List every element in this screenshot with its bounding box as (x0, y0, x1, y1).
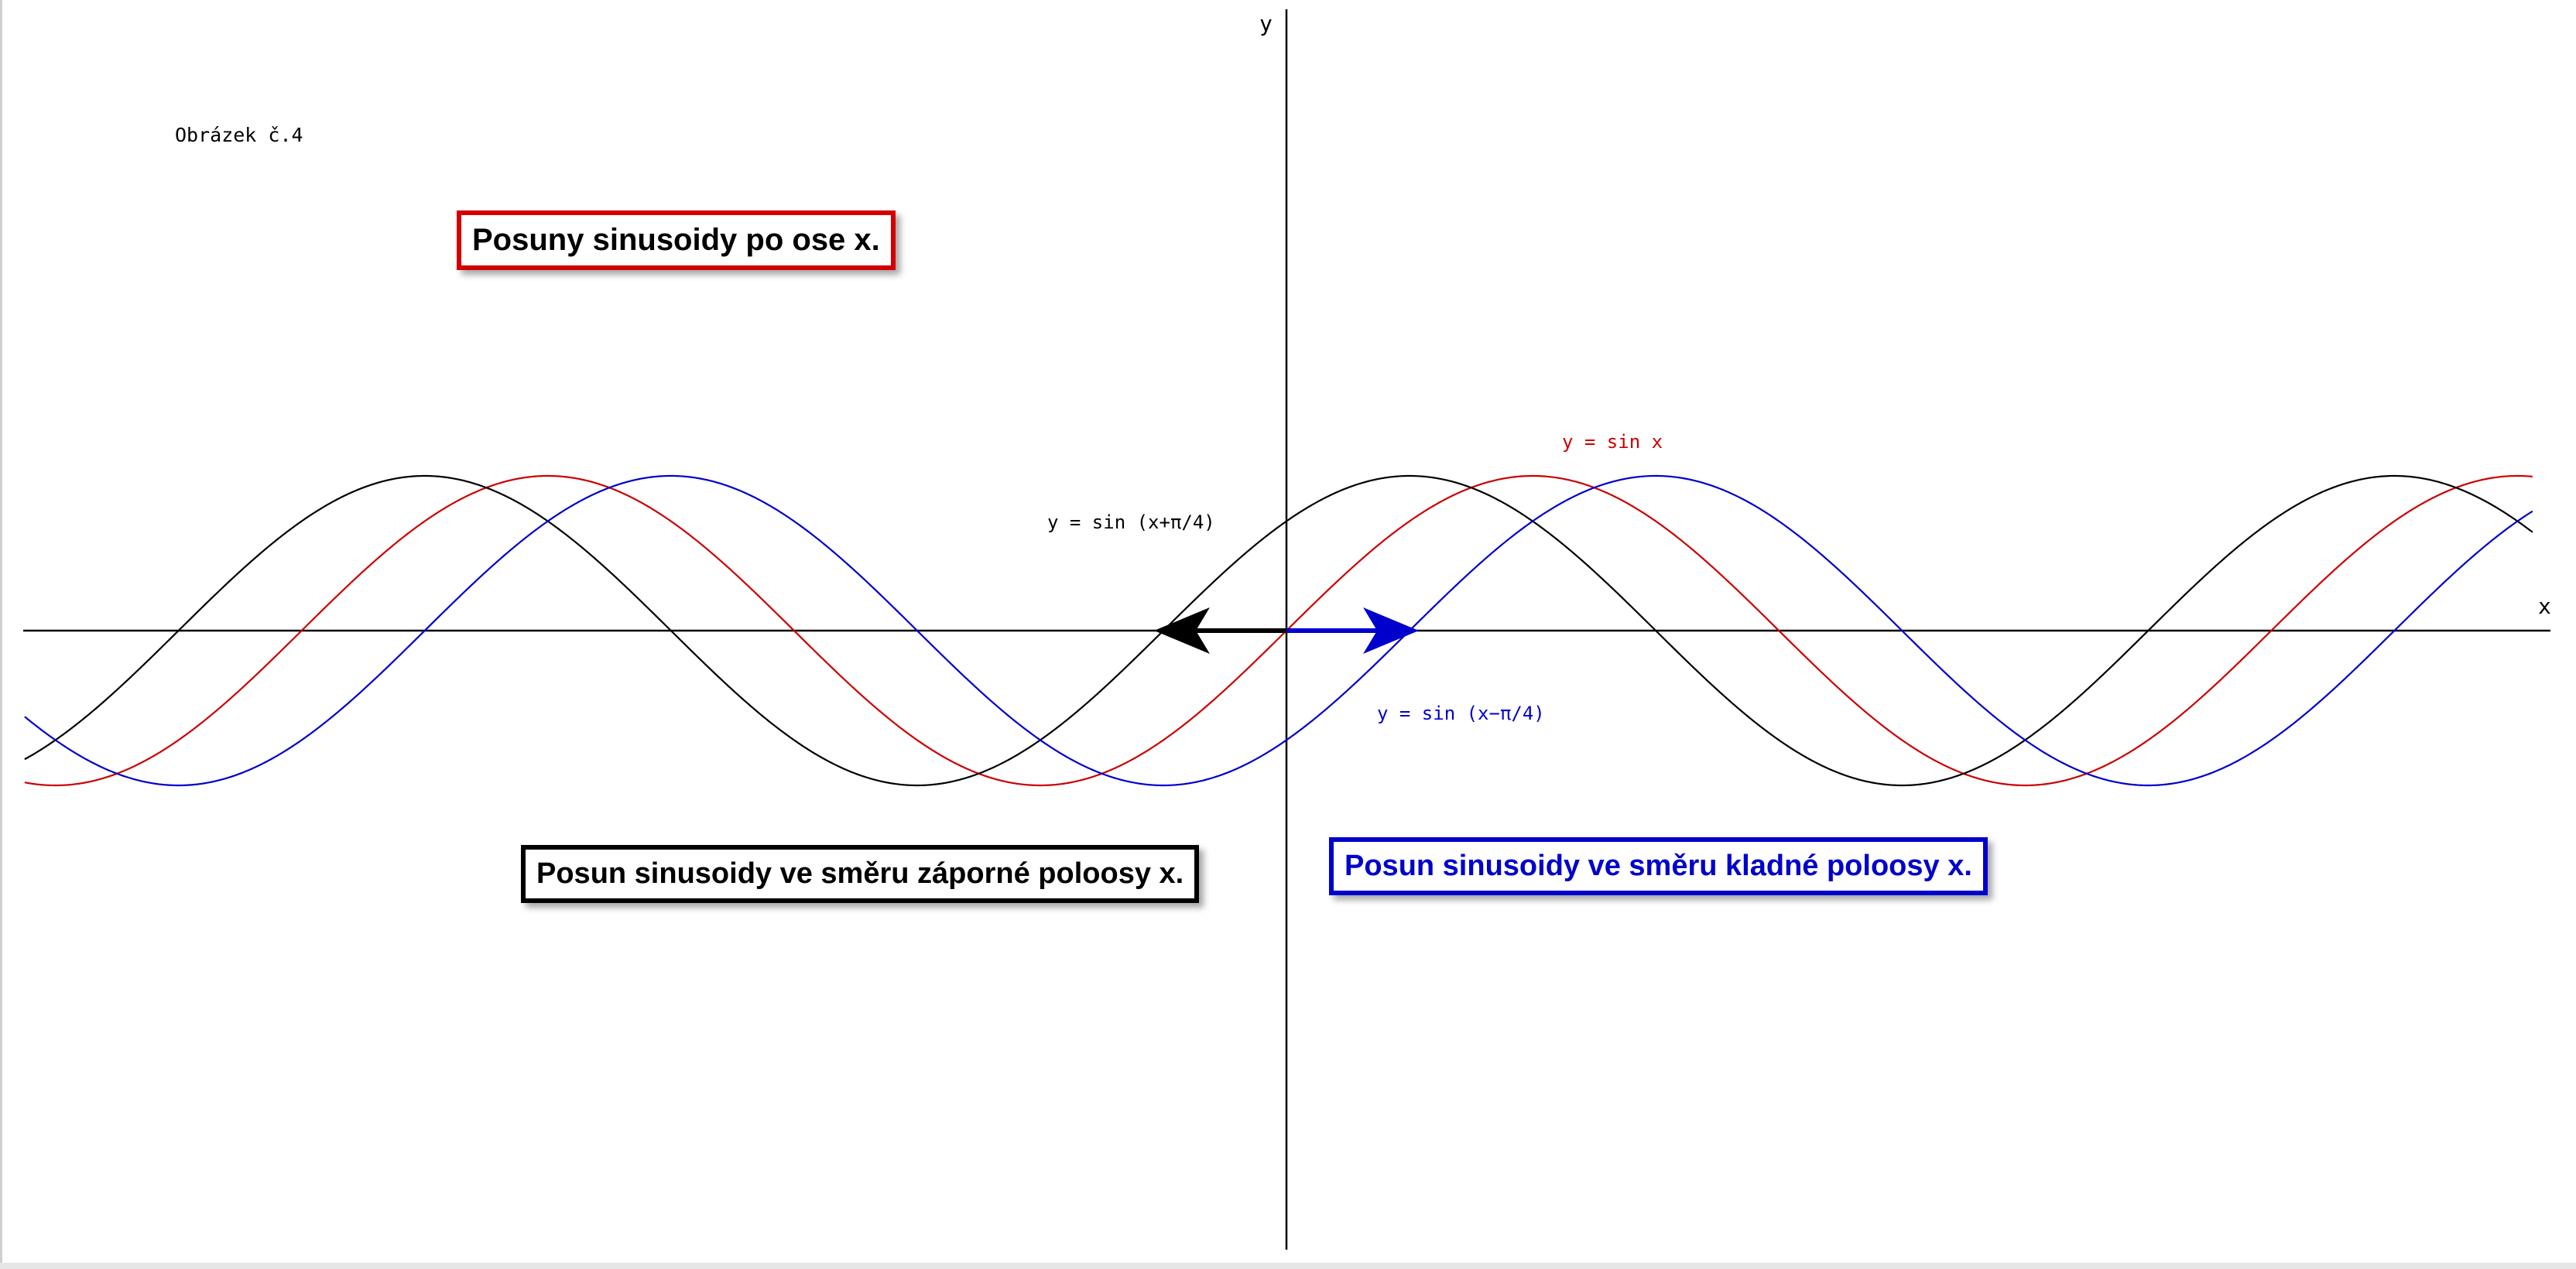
bottom-scroll-bar (0, 1263, 2576, 1269)
window-edge (0, 0, 2, 1269)
negative-shift-box: Posun sinusoidy ve směru záporné poloosy… (521, 845, 1200, 903)
x-axis-label: x (2538, 593, 2551, 619)
series-line-0 (24, 474, 2533, 787)
series-label-sin-x: y = sin x (1562, 431, 1663, 453)
series-label-sin-x-minus-pi-4: y = sin (x−π/4) (1377, 703, 1545, 724)
series-line-2 (24, 474, 2533, 787)
title-box: Posuny sinusoidy po ose x. (457, 210, 896, 270)
y-axis-label: y (1259, 11, 1273, 36)
positive-shift-box: Posun sinusoidy ve směru kladné poloosy … (1329, 837, 1988, 895)
series-line-1 (24, 474, 2533, 787)
figure-label: Obrázek č.4 (175, 124, 303, 146)
series-label-sin-x-plus-pi-4: y = sin (x+π/4) (1047, 511, 1215, 533)
